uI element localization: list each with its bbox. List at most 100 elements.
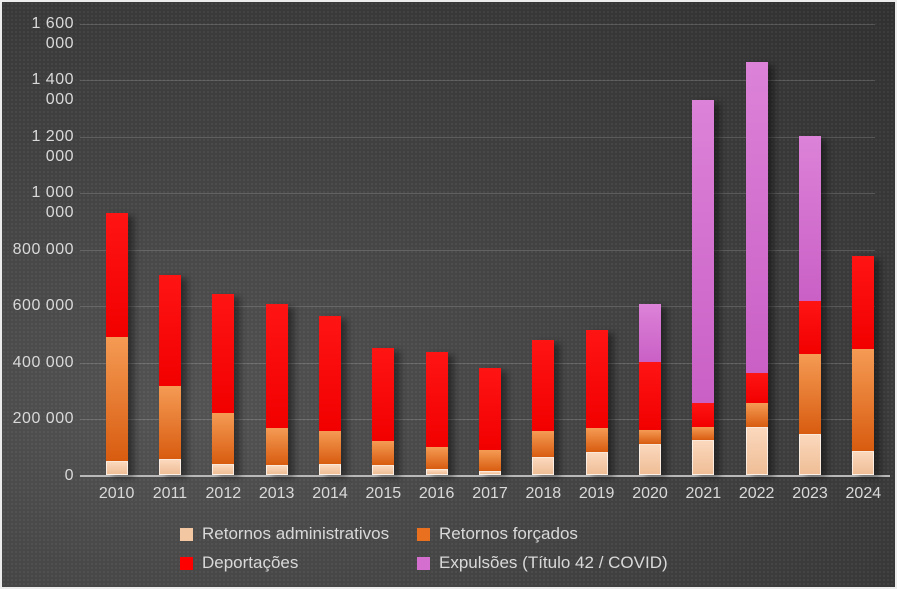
bar-segment-retornos-forcados-2020 (638, 429, 661, 444)
bar-2023 (798, 136, 821, 475)
bar-slot-2022 (730, 2, 783, 475)
bar-slot-2012 (197, 2, 250, 475)
bar-slot-2010 (90, 2, 143, 475)
bar-slot-2021 (677, 2, 730, 475)
bar-2021 (692, 99, 715, 475)
bar-segment-retornos-forcados-2011 (158, 386, 181, 460)
bar-segment-retornos-administrativos-2017 (478, 470, 501, 475)
bar-segment-retornos-administrativos-2021 (692, 439, 715, 475)
bar-segment-retornos-forcados-2018 (532, 431, 555, 457)
legend-label-deportacoes: Deportações (202, 553, 299, 572)
bar-segment-retornos-administrativos-2010 (105, 460, 128, 475)
bar-segment-retornos-administrativos-2018 (532, 456, 555, 475)
bar-slot-2013 (250, 2, 303, 475)
bar-2020 (638, 304, 661, 475)
x-axis-label-2018: 2018 (525, 485, 562, 502)
x-axis-label-2020: 2020 (632, 485, 668, 502)
bar-segment-retornos-forcados-2019 (585, 428, 608, 453)
gridline (80, 80, 875, 82)
bar-segment-deportacoes-2024 (852, 256, 875, 350)
y-axis-tick-label: 0 (64, 466, 74, 484)
bar-2014 (318, 315, 341, 475)
bar-segment-retornos-forcados-2013 (265, 428, 288, 466)
legend-label-retornos-forcados: Retornos forçados (439, 524, 578, 543)
bar-segment-deportacoes-2015 (372, 348, 395, 442)
bar-segment-retornos-administrativos-2014 (318, 463, 341, 475)
bar-segment-deportacoes-2021 (692, 403, 715, 428)
bar-segment-deportacoes-2020 (638, 362, 661, 430)
x-axis-label-2014: 2014 (312, 485, 348, 502)
bar-segment-deportacoes-2011 (158, 274, 181, 387)
bar-2024 (852, 256, 875, 475)
x-axis-label-2011: 2011 (152, 485, 188, 502)
bar-2019 (585, 329, 608, 475)
gridline (80, 249, 875, 251)
bar-segment-retornos-administrativos-2011 (158, 459, 181, 475)
bar-segment-retornos-forcados-2015 (372, 441, 395, 466)
x-axis-label-2021: 2021 (685, 485, 722, 502)
y-axis-tick-label: 600 000 (12, 297, 74, 315)
x-axis-label-2012: 2012 (205, 485, 242, 502)
bar-slot-2024 (837, 2, 890, 475)
y-axis-tick-label: 1 400 000 (31, 71, 74, 109)
legend-label-expulsoes: Expulsões (Título 42 / COVID) (439, 553, 668, 572)
x-axis-label-2010: 2010 (98, 485, 135, 502)
bar-slot-2011 (143, 2, 196, 475)
bar-segment-retornos-forcados-2017 (478, 449, 501, 471)
bar-2012 (212, 294, 235, 475)
bar-2015 (372, 348, 395, 475)
bar-segment-deportacoes-2023 (798, 301, 821, 354)
bar-2017 (478, 367, 501, 475)
bar-segment-deportacoes-2019 (585, 329, 608, 429)
bar-segment-retornos-administrativos-2019 (585, 452, 608, 475)
y-axis-tick-label: 200 000 (12, 410, 74, 428)
bar-segment-expulsoes-titulo-42-covid-2020 (638, 304, 661, 363)
bar-2022 (745, 61, 768, 475)
bar-segment-deportacoes-2017 (478, 367, 501, 450)
y-axis-tick-label: 1 200 000 (31, 127, 74, 165)
x-axis-label-2013: 2013 (258, 485, 295, 502)
bar-segment-retornos-administrativos-2016 (425, 469, 448, 475)
bar-segment-retornos-administrativos-2012 (212, 463, 235, 475)
x-axis-label-2019: 2019 (578, 485, 615, 502)
bar-segment-expulsoes-titulo-42-covid-2023 (798, 136, 821, 302)
bar-segment-retornos-forcados-2021 (692, 427, 715, 440)
bar-segment-deportacoes-2010 (105, 212, 128, 337)
bar-segment-expulsoes-titulo-42-covid-2021 (692, 99, 715, 404)
x-axis-label-2017: 2017 (472, 485, 508, 502)
bar-segment-retornos-forcados-2016 (425, 446, 448, 470)
x-axis-label-2024: 2024 (845, 485, 882, 502)
gridline (80, 136, 875, 138)
y-axis-tick-label: 400 000 (12, 353, 74, 371)
bar-slot-2015 (357, 2, 410, 475)
bar-segment-retornos-administrativos-2022 (745, 427, 768, 475)
bar-slot-2023 (783, 2, 836, 475)
legend-swatch-retornos-forcados-icon (417, 527, 430, 541)
bar-segment-deportacoes-2018 (532, 339, 555, 432)
bar-slot-2020 (623, 2, 676, 475)
bar-segment-deportacoes-2022 (745, 373, 768, 404)
bar-2018 (532, 339, 555, 475)
legend-item-retornos-forcados: Retornos forçados (417, 524, 578, 544)
bar-segment-retornos-administrativos-2020 (638, 443, 661, 475)
x-axis-label-2015: 2015 (365, 485, 402, 502)
bar-slot-2019 (570, 2, 623, 475)
legend-swatch-deportacoes-icon (180, 556, 193, 570)
gridline (80, 306, 875, 308)
bar-segment-retornos-forcados-2023 (798, 353, 821, 435)
legend-label-retornos-administrativos: Retornos administrativos (202, 524, 390, 543)
y-axis-tick-label: 800 000 (12, 240, 74, 258)
gridline (80, 193, 875, 195)
bar-slot-2018 (517, 2, 570, 475)
bar-segment-retornos-administrativos-2024 (852, 451, 875, 475)
bar-slot-2016 (410, 2, 463, 475)
bar-slot-2014 (303, 2, 356, 475)
legend-item-deportacoes: Deportações (180, 553, 298, 573)
bar-segment-deportacoes-2012 (212, 294, 235, 413)
bar-segment-retornos-forcados-2024 (852, 349, 875, 452)
bar-segment-retornos-administrativos-2013 (265, 465, 288, 475)
legend-swatch-retornos-administrativos-icon (180, 527, 193, 541)
bar-segment-deportacoes-2014 (318, 315, 341, 432)
bar-segment-retornos-administrativos-2023 (798, 434, 821, 475)
